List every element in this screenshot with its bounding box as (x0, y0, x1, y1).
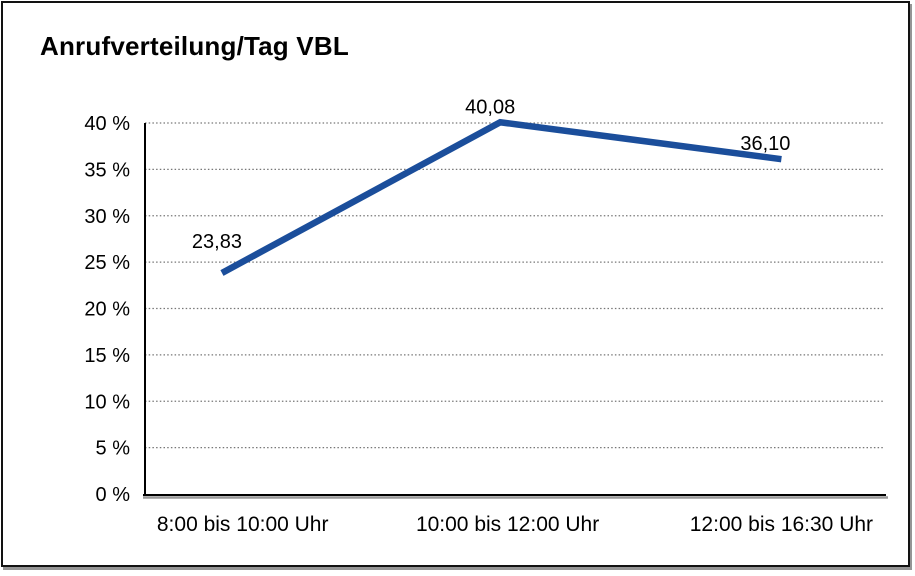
y-tick-label: 20 % (84, 299, 130, 321)
data-line (220, 118, 782, 276)
y-tick-label: 35 % (84, 159, 130, 181)
chart-frame (1, 1, 910, 567)
data-point-label: 23,83 (192, 231, 242, 253)
x-axis-label: 10:00 bis 12:00 Uhr (416, 513, 599, 536)
y-tick-label: 30 % (84, 206, 130, 228)
y-tick-label: 40 % (84, 113, 130, 135)
y-tick-label: 5 % (96, 438, 131, 460)
y-tick-label: 10 % (84, 391, 130, 413)
data-point-label: 40,08 (465, 96, 515, 118)
chart-title: Anrufverteilung/Tag VBL (40, 31, 349, 61)
x-axis-label: 8:00 bis 10:00 Uhr (157, 513, 329, 536)
x-axis-label: 12:00 bis 16:30 Uhr (690, 513, 873, 536)
y-tick-label: 25 % (84, 252, 130, 274)
data-point-label: 36,10 (740, 133, 790, 155)
y-tick-label: 0 % (96, 484, 131, 506)
y-tick-label: 15 % (84, 345, 130, 367)
